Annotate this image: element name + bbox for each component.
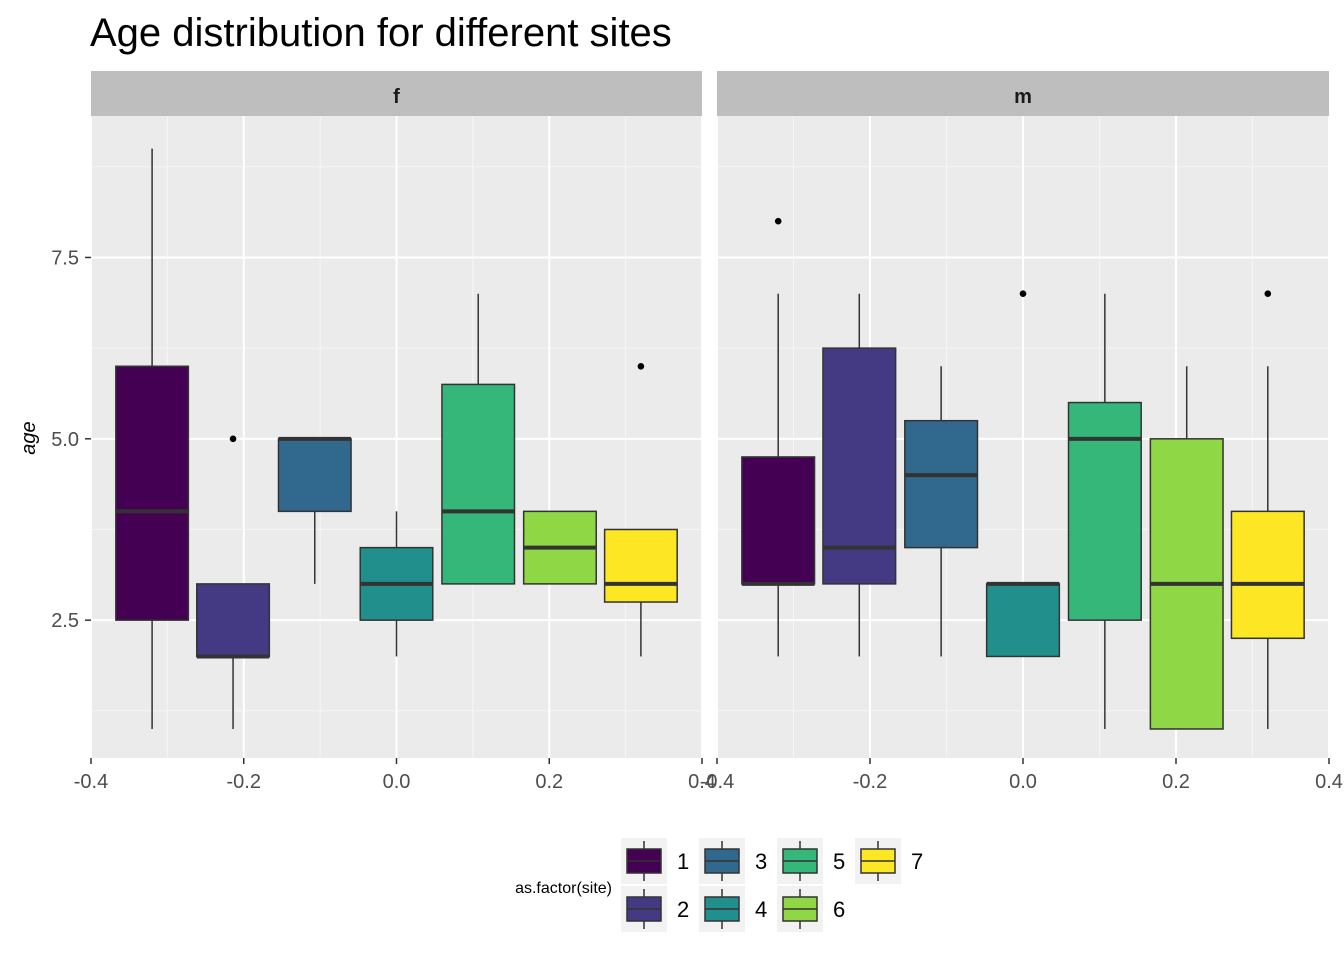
y-axis-title: age — [18, 421, 40, 454]
legend-entry-6: 6 — [777, 886, 845, 932]
box-body — [441, 383, 516, 585]
box-body — [277, 438, 352, 513]
legend-entry-7: 7 — [855, 838, 923, 884]
x-tick-label: 0.0 — [1009, 771, 1037, 793]
legend-label: 5 — [833, 849, 845, 874]
outlier-point — [1264, 290, 1272, 298]
box-site-1 — [115, 148, 190, 729]
panel-strip — [91, 71, 702, 116]
box-body — [741, 456, 816, 585]
box-body — [985, 583, 1061, 658]
box-site-5 — [441, 293, 516, 585]
box-site-7 — [603, 362, 678, 657]
panel-m: m -0.4 -0.2 0.0 0.2 0.4 — [700, 71, 1343, 793]
legend: as.factor(site) 1 2 3 4 5 6 7 — [515, 838, 923, 932]
box-site-2 — [196, 435, 271, 729]
x-tick-label: -0.4 — [700, 771, 734, 793]
x-tick-label: 0.4 — [1315, 771, 1343, 793]
box-body — [115, 365, 190, 621]
box-body — [904, 419, 979, 549]
legend-entry-5: 5 — [777, 838, 845, 884]
legend-label: 3 — [755, 849, 767, 874]
box-body — [603, 528, 678, 603]
box-site-3 — [904, 366, 979, 657]
panel-strip-label: f — [393, 86, 400, 108]
y-tick-label: 2.5 — [51, 610, 79, 632]
box-site-7 — [1230, 290, 1305, 729]
legend-entry-2: 2 — [621, 886, 689, 932]
legend-label: 4 — [755, 897, 767, 922]
legend-entry-1: 1 — [621, 838, 689, 884]
x-tick-label: 0.0 — [383, 771, 411, 793]
box-body — [196, 583, 271, 658]
panel-f: f -0.4 -0.2 0.0 0.2 0.4 2.5 5.0 7.5 — [51, 71, 716, 793]
box-body — [822, 347, 897, 585]
legend-title: as.factor(site) — [515, 880, 612, 897]
legend-entry-3: 3 — [699, 838, 767, 884]
outlier-point — [229, 435, 237, 443]
box-body — [1067, 401, 1142, 621]
x-tick-label: 0.2 — [535, 771, 563, 793]
legend-label: 2 — [677, 897, 689, 922]
x-tick-label: -0.2 — [227, 771, 261, 793]
box-site-1 — [741, 217, 816, 657]
legend-label: 7 — [911, 849, 923, 874]
x-tick-label: -0.2 — [853, 771, 887, 793]
x-tick-label: 0.2 — [1162, 771, 1190, 793]
box-body — [1230, 510, 1305, 640]
box-site-6 — [1149, 366, 1224, 730]
facet-panels: f -0.4 -0.2 0.0 0.2 0.4 2.5 5.0 7.5 m -0.4 -0.2 0.0 0… — [51, 71, 1343, 793]
panel-strip-label: m — [1014, 86, 1032, 108]
chart-title: Age distribution for different sites — [90, 11, 672, 55]
box-site-5 — [1067, 293, 1142, 729]
x-tick-label: 0.4 — [688, 771, 716, 793]
box-site-2 — [822, 293, 897, 657]
box-site-3 — [277, 436, 352, 584]
legend-entry-4: 4 — [699, 886, 767, 932]
box-site-4 — [985, 290, 1061, 658]
legend-label: 1 — [677, 849, 689, 874]
y-tick-label: 7.5 — [51, 247, 79, 269]
legend-label: 6 — [833, 897, 845, 922]
outlier-point — [1019, 290, 1027, 298]
box-site-4 — [359, 511, 434, 657]
x-tick-label: -0.4 — [74, 771, 108, 793]
y-tick-label: 5.0 — [51, 429, 79, 451]
panel-strip — [717, 71, 1329, 116]
box-site-6 — [522, 510, 597, 585]
outlier-point — [637, 362, 645, 370]
outlier-point — [774, 217, 782, 225]
